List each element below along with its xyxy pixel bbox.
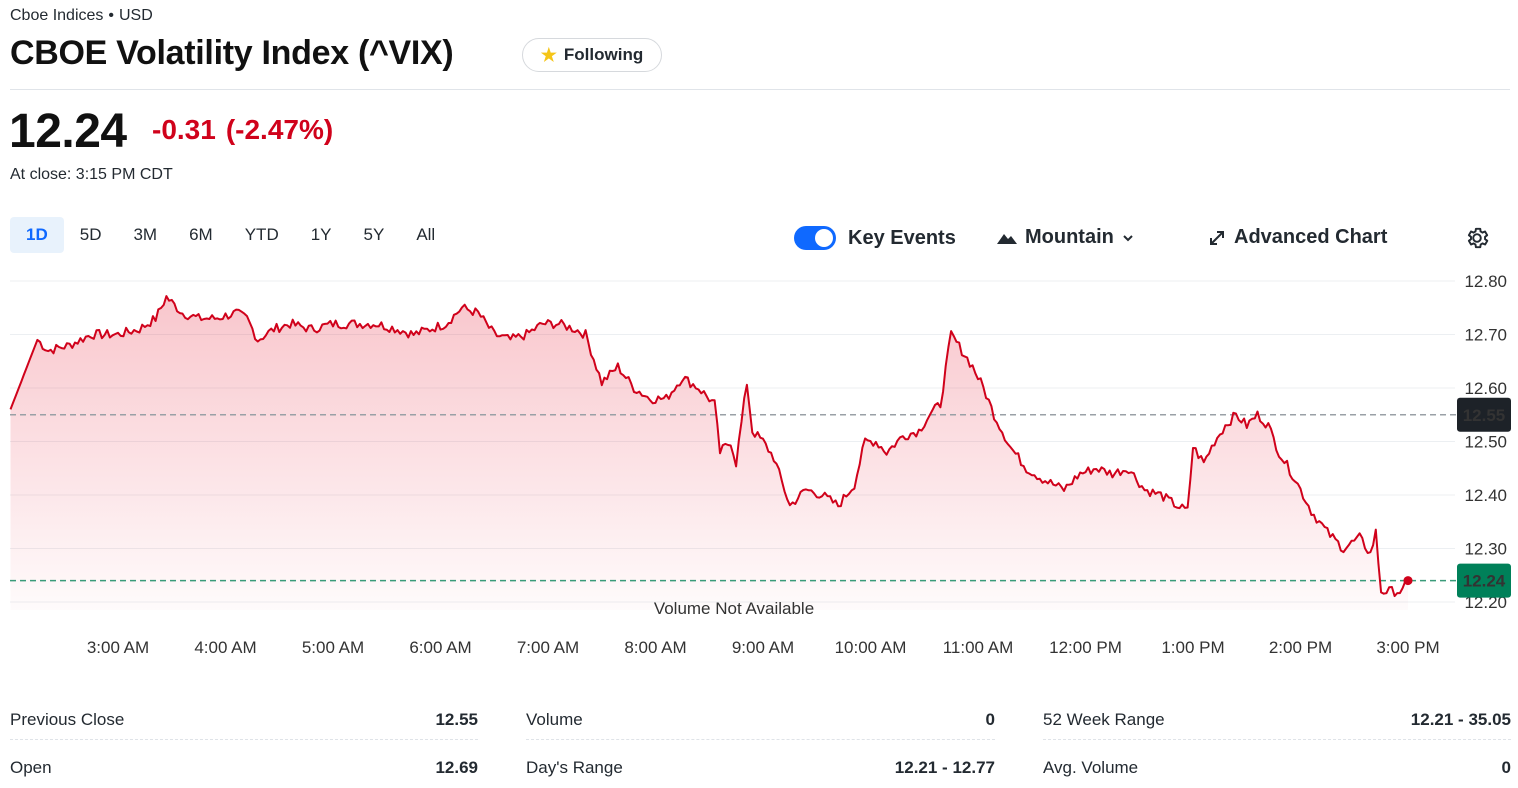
- y-tick-label: 12.70: [1464, 326, 1507, 345]
- volume-note: Volume Not Available: [654, 599, 814, 618]
- x-tick-label: 3:00 AM: [87, 638, 149, 657]
- range-tab-1y[interactable]: 1Y: [310, 225, 332, 244]
- price-area: [10, 296, 1408, 610]
- range-tab-5d[interactable]: 5D: [79, 225, 102, 244]
- x-tick-label: 3:00 PM: [1376, 638, 1439, 657]
- previous-close-tag-label: 12.55: [1463, 406, 1506, 425]
- advanced-chart-button[interactable]: Advanced Chart: [1208, 226, 1387, 249]
- x-axis: 3:00 AM 4:00 AM 5:00 AM 6:00 AM 7:00 AM 8:00 …: [87, 638, 1440, 657]
- stat-52-week-range: 52 Week Range 12.21 - 35.05: [1043, 700, 1511, 740]
- y-tick-label: 12.80: [1464, 272, 1507, 291]
- header-divider: [10, 89, 1510, 90]
- stat-value: 0: [985, 709, 995, 729]
- key-events-label: Key Events: [848, 226, 956, 249]
- range-tab-all[interactable]: All: [416, 225, 436, 244]
- exchange-name: Cboe Indices: [10, 7, 104, 24]
- stat-value: 0: [1501, 758, 1511, 777]
- y-axis: 12.80 12.70 12.60 12.50 12.40 12.30 12.20: [1464, 272, 1507, 612]
- currency: USD: [119, 7, 153, 24]
- close-time: At close: 3:15 PM CDT: [10, 166, 173, 183]
- following-button[interactable]: ★ Following: [522, 38, 662, 72]
- stat-volume: Volume 0: [526, 700, 995, 740]
- key-events-toggle[interactable]: [794, 226, 836, 250]
- toggle-knob: [815, 229, 833, 247]
- stat-value: 12.69: [435, 758, 478, 777]
- chart-type-label: Mountain: [1025, 226, 1114, 248]
- price-chart[interactable]: 12.80 12.70 12.60 12.50 12.40 12.30 12.20 3:00…: [0, 265, 1518, 665]
- range-tab-ytd[interactable]: YTD: [244, 225, 279, 244]
- stat-label: 52 Week Range: [1043, 709, 1165, 729]
- following-label: Following: [563, 45, 644, 64]
- advanced-chart-label: Advanced Chart: [1234, 226, 1388, 248]
- y-tick-label: 12.40: [1464, 486, 1507, 505]
- stat-value: 12.21 - 35.05: [1410, 709, 1511, 729]
- stat-label: Avg. Volume: [1043, 758, 1139, 777]
- x-tick-label: 9:00 AM: [732, 638, 794, 657]
- gear-icon[interactable]: [1464, 225, 1490, 251]
- range-tab-6m[interactable]: 6M: [189, 225, 213, 244]
- price-change: -0.31 (-2.47%): [152, 114, 333, 146]
- stat-label: Open: [10, 758, 52, 777]
- last-price-tag-label: 12.24: [1463, 572, 1506, 591]
- stat-avg-volume: Avg. Volume 0: [1043, 748, 1511, 788]
- exchange-info: Cboe Indices • USD: [10, 7, 153, 25]
- stat-previous-close: Previous Close 12.55: [10, 700, 478, 740]
- stat-label: Volume: [526, 709, 583, 729]
- stat-value: 12.55: [435, 709, 478, 729]
- x-tick-label: 12:00 PM: [1049, 638, 1122, 657]
- separator-dot: •: [108, 7, 114, 24]
- chevron-down-icon: [1123, 234, 1133, 241]
- previous-close-tag: 12.55: [1457, 397, 1511, 432]
- x-tick-label: 11:00 AM: [943, 638, 1014, 657]
- range-tabs: 1D 5D 3M 6M YTD 1Y 5Y All: [10, 217, 451, 253]
- range-tab-1d[interactable]: 1D: [10, 217, 64, 253]
- stat-label: Day's Range: [526, 758, 623, 777]
- last-price-tag-box: [1457, 563, 1511, 598]
- x-tick-label: 5:00 AM: [302, 638, 364, 657]
- star-icon: ★: [540, 44, 557, 65]
- chart-type-dropdown[interactable]: Mountain: [996, 226, 1135, 249]
- stat-label: Previous Close: [10, 709, 125, 729]
- y-tick-label: 12.20: [1464, 593, 1507, 612]
- range-tab-5y[interactable]: 5Y: [363, 225, 385, 244]
- x-tick-label: 10:00 AM: [835, 638, 907, 657]
- stat-days-range: Day's Range 12.21 - 12.77: [526, 748, 995, 788]
- y-tick-label: 12.50: [1464, 433, 1507, 452]
- mountain-icon: [997, 233, 1017, 244]
- x-tick-label: 1:00 PM: [1161, 638, 1224, 657]
- x-tick-label: 2:00 PM: [1269, 638, 1332, 657]
- quote-statistics: Previous Close 12.55 Open 12.69 Volume 0…: [10, 700, 1511, 786]
- y-tick-label: 12.60: [1464, 379, 1507, 398]
- range-tab-3m[interactable]: 3M: [133, 225, 158, 244]
- current-price: 12.24: [9, 105, 127, 158]
- stat-value: 12.21 - 12.77: [894, 758, 995, 777]
- price-line: [9, 295, 1409, 598]
- last-price-tag: 12.24: [1457, 563, 1511, 598]
- x-tick-label: 8:00 AM: [624, 638, 686, 657]
- y-tick-label: 12.30: [1464, 540, 1507, 559]
- x-tick-label: 4:00 AM: [194, 638, 256, 657]
- previous-close-tag-box: [1457, 397, 1511, 432]
- change-value: -0.31: [152, 114, 216, 145]
- expand-icon: [1210, 230, 1224, 245]
- page-title: CBOE Volatility Index (^VIX): [10, 34, 454, 72]
- key-events-control: Key Events: [794, 226, 956, 250]
- stat-open: Open 12.69: [10, 748, 478, 788]
- change-percent: (-2.47%): [225, 114, 334, 145]
- x-tick-label: 7:00 AM: [517, 638, 579, 657]
- x-tick-label: 6:00 AM: [409, 638, 471, 657]
- last-price-dot: [1403, 576, 1413, 586]
